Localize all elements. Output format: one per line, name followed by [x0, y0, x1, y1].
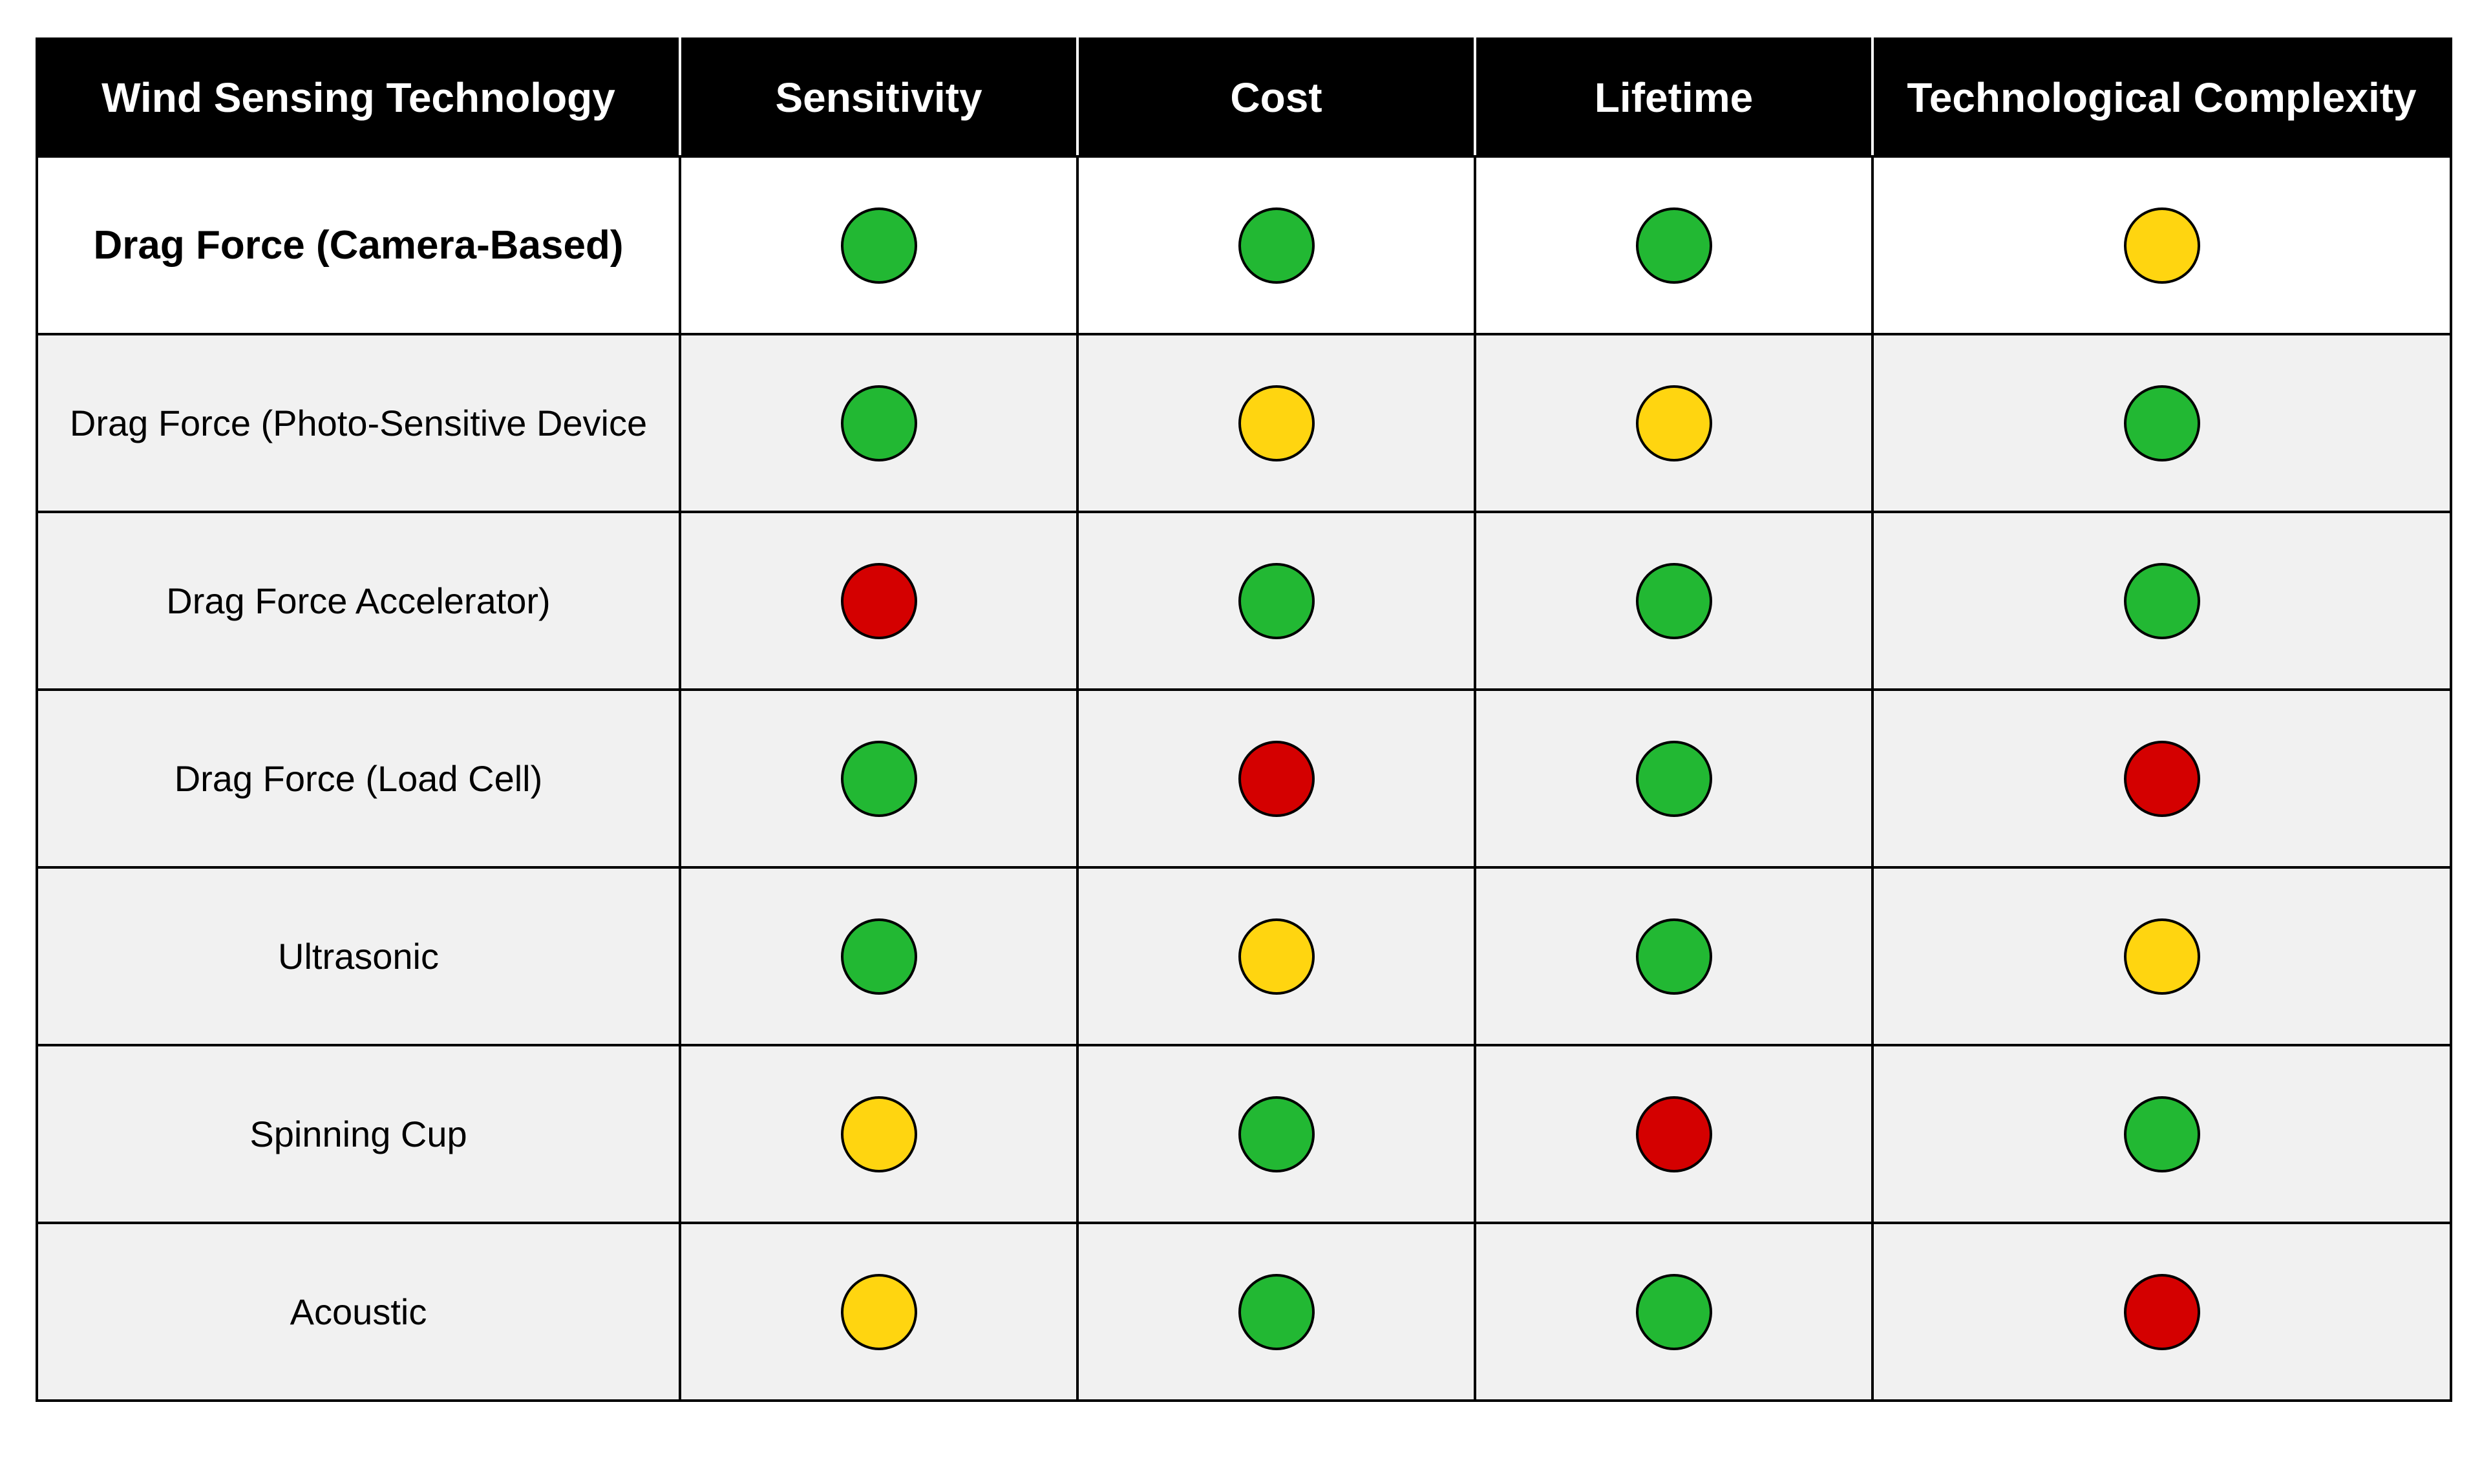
header-row: Wind Sensing Technology Sensitivity Cost…: [36, 37, 2452, 158]
header-technology: Wind Sensing Technology: [36, 37, 681, 158]
header-technological-complexity: Technological Complexity: [1871, 37, 2452, 158]
rating-cell-sensitivity: [679, 511, 1079, 691]
technology-name: Ultrasonic: [36, 866, 681, 1046]
technology-name: Drag Force (Camera-Based): [36, 155, 681, 335]
rating-cell-technological-complexity: [1871, 1044, 2452, 1224]
rating-cell-lifetime: [1474, 866, 1874, 1046]
rating-dot-yellow: [1238, 385, 1315, 461]
rating-dot-green: [2123, 562, 2200, 639]
rating-cell-technological-complexity: [1871, 688, 2452, 869]
rating-dot-yellow: [2123, 207, 2200, 284]
rating-cell-cost: [1076, 688, 1476, 869]
rating-cell-technological-complexity: [1871, 1222, 2452, 1402]
rating-dot-green: [1635, 740, 1712, 817]
rating-dot-green: [840, 385, 917, 461]
technology-name: Acoustic: [36, 1222, 681, 1402]
rating-dot-green: [840, 740, 917, 817]
rating-dot-yellow: [1635, 385, 1712, 461]
technology-name: Drag Force (Load Cell): [36, 688, 681, 869]
rating-dot-red: [840, 562, 917, 639]
rating-cell-cost: [1076, 866, 1476, 1046]
comparison-table: Wind Sensing Technology Sensitivity Cost…: [36, 37, 2452, 1402]
rating-cell-cost: [1076, 1222, 1476, 1402]
rating-dot-green: [840, 918, 917, 995]
rating-cell-lifetime: [1474, 1222, 1874, 1402]
rating-cell-sensitivity: [679, 866, 1079, 1046]
rating-cell-lifetime: [1474, 1044, 1874, 1224]
rating-dot-yellow: [2123, 918, 2200, 995]
technology-name: Spinning Cup: [36, 1044, 681, 1224]
rating-cell-technological-complexity: [1871, 333, 2452, 513]
table-row: Drag Force (Load Cell): [36, 688, 2452, 869]
technology-name: Drag Force Accelerator): [36, 511, 681, 691]
rating-dot-yellow: [1238, 918, 1315, 995]
header-lifetime: Lifetime: [1474, 37, 1874, 158]
rating-cell-sensitivity: [679, 333, 1079, 513]
rating-dot-yellow: [840, 1096, 917, 1172]
rating-dot-red: [1635, 1096, 1712, 1172]
rating-cell-cost: [1076, 155, 1476, 335]
header-cost: Cost: [1076, 37, 1476, 158]
table-row: Drag Force (Camera-Based): [36, 155, 2452, 335]
table-row: Drag Force (Photo-Sensitive Device: [36, 333, 2452, 513]
rating-cell-cost: [1076, 511, 1476, 691]
rating-dot-green: [1635, 1273, 1712, 1350]
rating-cell-lifetime: [1474, 688, 1874, 869]
rating-cell-technological-complexity: [1871, 155, 2452, 335]
table-row: Spinning Cup: [36, 1044, 2452, 1224]
rating-cell-sensitivity: [679, 1044, 1079, 1224]
header-sensitivity: Sensitivity: [679, 37, 1079, 158]
rating-dot-green: [1635, 918, 1712, 995]
rating-cell-lifetime: [1474, 333, 1874, 513]
rating-dot-green: [2123, 385, 2200, 461]
rating-cell-sensitivity: [679, 688, 1079, 869]
table-body: Drag Force (Camera-Based) Drag Force (Pho…: [36, 155, 2452, 1402]
rating-dot-green: [840, 207, 917, 284]
rating-dot-green: [1238, 207, 1315, 284]
table-row: Drag Force Accelerator): [36, 511, 2452, 691]
rating-dot-green: [1238, 1273, 1315, 1350]
rating-cell-cost: [1076, 1044, 1476, 1224]
table-row: Ultrasonic: [36, 866, 2452, 1046]
rating-cell-sensitivity: [679, 155, 1079, 335]
rating-dot-yellow: [840, 1273, 917, 1350]
rating-dot-red: [1238, 740, 1315, 817]
rating-cell-technological-complexity: [1871, 866, 2452, 1046]
rating-cell-cost: [1076, 333, 1476, 513]
technology-name: Drag Force (Photo-Sensitive Device: [36, 333, 681, 513]
rating-dot-green: [1635, 207, 1712, 284]
rating-dot-green: [1635, 562, 1712, 639]
rating-cell-sensitivity: [679, 1222, 1079, 1402]
rating-dot-red: [2123, 740, 2200, 817]
rating-dot-green: [1238, 562, 1315, 639]
rating-cell-technological-complexity: [1871, 511, 2452, 691]
rating-cell-lifetime: [1474, 511, 1874, 691]
table-row: Acoustic: [36, 1222, 2452, 1402]
rating-dot-red: [2123, 1273, 2200, 1350]
rating-dot-green: [1238, 1096, 1315, 1172]
rating-cell-lifetime: [1474, 155, 1874, 335]
rating-dot-green: [2123, 1096, 2200, 1172]
